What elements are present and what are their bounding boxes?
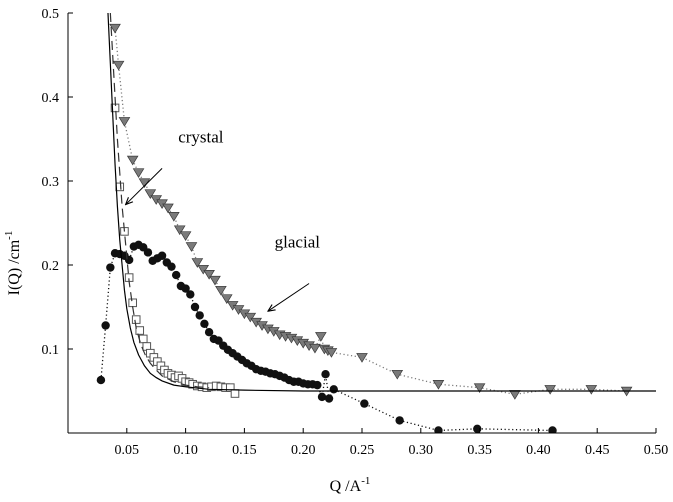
y-tick-label: 0.5 [42,7,60,22]
data-point [317,392,327,402]
data-point [112,60,125,71]
data-point [309,343,321,354]
data-point [203,269,215,280]
data-point [101,321,110,330]
data-point [321,370,330,379]
data-point [544,385,556,395]
annotation-label: glacial [275,232,321,251]
data-point [432,380,445,390]
data-point [220,294,233,304]
data-point [186,290,195,299]
data-point [168,212,180,222]
data-point [315,332,327,342]
data-point [324,394,334,403]
x-tick-label: 0.15 [232,443,257,458]
series-triangle-down [109,23,633,400]
data-point [244,312,257,323]
data-point [395,416,404,425]
y-axis-ticks: 0.1 0.2 0.3 0.4 0.5 [42,7,73,358]
annotations: crystal glacial [126,127,321,311]
data-point [106,263,115,272]
series-none [107,13,656,392]
data-point [181,284,190,293]
data-point [230,389,240,398]
x-tick-label: 0.10 [173,443,198,458]
data-point [360,399,369,408]
data-point [131,315,141,324]
series-line [100,244,553,432]
data-point [204,328,214,337]
data-point [171,270,181,280]
data-point [179,231,192,241]
annotation-label: crystal [178,127,224,146]
annotation-arrow [268,283,310,311]
data-point [144,189,157,199]
data-point [126,155,139,166]
data-point [434,426,443,433]
x-tick-label: 0.05 [115,443,140,458]
x-tick-label: 0.45 [585,443,610,458]
data-point [190,302,200,312]
data-point [135,326,145,335]
data-point [356,353,368,363]
data-point [124,255,134,265]
y-tick-label: 0.4 [42,91,60,106]
y-tick-label: 0.1 [42,343,60,358]
data-point [209,275,221,286]
plot-clip-group [96,13,656,433]
data-point [195,311,204,320]
data-point [313,380,322,390]
data-point [325,348,338,358]
data-point [391,369,404,380]
x-tick-label: 0.25 [350,443,375,458]
x-tick-label: 0.20 [291,443,316,458]
data-point [509,390,521,400]
series-line [114,28,627,396]
data-point [548,426,557,433]
data-point [225,383,235,392]
series-line [109,13,210,389]
series-layer [96,13,656,433]
x-tick-label: 0.30 [409,443,434,458]
data-point [162,203,174,214]
data-point [215,285,227,296]
data-point [109,23,121,34]
data-point [143,248,153,257]
x-tick-label: 0.40 [526,443,551,458]
data-point [473,424,482,433]
y-tick-label: 0.2 [42,259,60,274]
data-point [115,182,125,192]
data-point [185,242,198,252]
data-point [191,258,204,268]
data-point [473,383,486,393]
data-point [96,375,106,385]
series-none [109,13,210,389]
x-axis-title: Q /A-1 [330,475,371,495]
data-point [128,298,137,308]
annotation-arrow [126,168,163,204]
data-point [329,385,338,394]
data-point [157,251,167,260]
x-tick-label: 0.35 [467,443,492,458]
data-point [585,385,598,395]
data-point [200,319,209,328]
y-axis-title: I(Q) /cm-1 [3,231,23,296]
data-point [167,262,176,271]
series-square-open [110,103,240,398]
data-point [173,225,186,236]
series-circle [96,240,557,433]
y-tick-label: 0.3 [42,175,60,190]
data-point [118,117,131,127]
x-tick-label: 0.50 [644,443,669,458]
data-point [132,168,145,178]
x-axis-ticks: 0.05 0.10 0.15 0.20 0.25 0.30 0.35 0.40 0.45 0.50 [115,428,669,458]
data-point [197,264,210,275]
series-line [107,13,656,392]
